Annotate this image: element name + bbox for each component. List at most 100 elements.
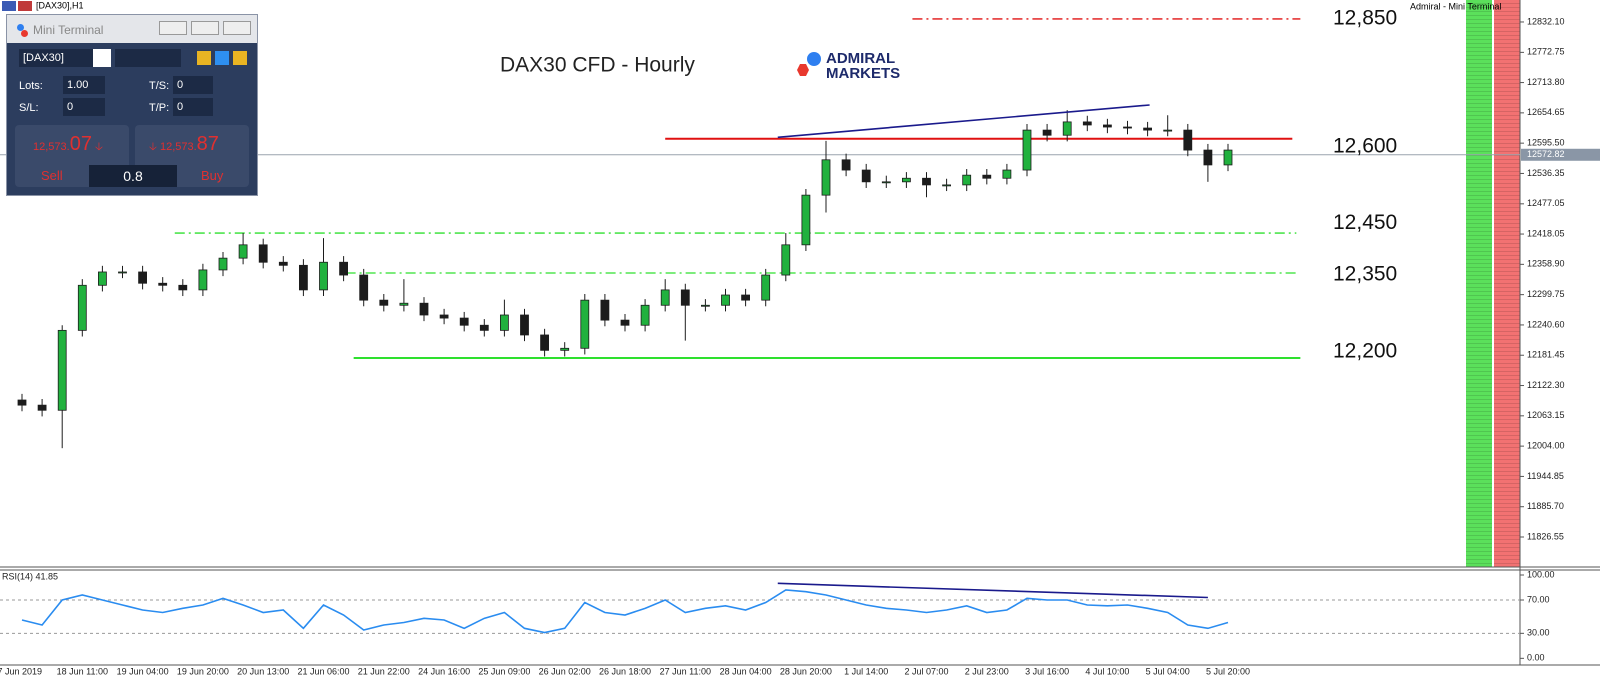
candle-body [158,282,168,286]
candle-body [1183,129,1193,151]
candle-body [379,299,389,306]
x-tick-label: 19 Jun 20:00 [177,666,229,676]
candle-body [278,261,288,266]
candle-body [1143,127,1152,131]
candle-body [439,314,449,319]
candle-body [942,184,951,187]
y-tick-label: 0.00 [1527,653,1545,663]
y-tick-label: 12477.05 [1527,198,1565,208]
x-tick-label: 5 Jul 20:00 [1206,666,1250,676]
tp-input[interactable]: 0 [173,98,213,116]
dropdown-button[interactable] [93,49,111,67]
candle-body [620,319,630,326]
candle-body [680,289,690,306]
y-tick-label: 11885.70 [1527,501,1564,511]
close-button[interactable] [223,21,251,35]
candle-body [1203,149,1213,166]
candle-body [298,264,308,291]
candle-body [781,244,791,276]
logo-dot [17,24,24,31]
level-annotation: 12,350 [1333,262,1397,285]
logo-text: ADMIRAL [826,50,895,67]
candle-body [1042,129,1052,136]
x-tick-label: 21 Jun 22:00 [358,666,410,676]
candle-body [600,299,610,321]
buy-pips: 87 [196,133,219,155]
candle-body [660,289,670,306]
x-tick-label: 2 Jul 07:00 [904,666,948,676]
candle-body [258,244,268,263]
window-icon [18,1,32,11]
bar-texture [1466,0,1492,567]
candle-body [962,174,972,186]
settings-button[interactable] [215,51,229,65]
y-tick-label: 30.00 [1527,628,1550,638]
candle-body [801,194,811,246]
candle-body [1103,124,1112,128]
candle-body [922,177,931,186]
level-annotation: 12,450 [1333,211,1397,234]
bar-texture [1494,0,1520,567]
y-tick-label: 12299.75 [1527,289,1565,299]
candle-body [238,244,248,259]
y-tick-label: 70.00 [1527,594,1550,604]
candle-body [218,257,228,271]
candle-body [138,271,148,284]
restore-button[interactable] [191,21,219,35]
rsi-line [21,589,1229,634]
candle-body [902,177,911,183]
x-tick-label: 19 Jun 04:00 [117,666,169,676]
y-tick-label: 12832.10 [1527,16,1565,26]
trendline [777,582,1208,599]
y-tick-label: 12240.60 [1527,319,1565,329]
field-label: S/L: [19,102,39,114]
sl-input[interactable]: 0 [63,98,105,116]
spread: 0.8 [89,165,177,187]
field-label: T/P: [149,102,170,114]
symbol-info [115,49,181,67]
level-annotation: 12,200 [1333,339,1397,362]
candle-body [359,274,369,301]
candle-body [499,314,509,331]
tool-button[interactable] [233,51,247,65]
logo-text: MARKETS [826,65,900,82]
field-label: T/S: [149,80,170,92]
tool-button[interactable] [197,51,211,65]
lots-input[interactable]: 1.00 [63,76,105,94]
candle-body [520,314,529,336]
y-tick-label: 12654.65 [1527,107,1565,117]
candle-body [580,299,590,349]
symbol-select[interactable]: [DAX30] [19,49,105,67]
y-tick-label: 12063.15 [1527,410,1565,420]
window-title: [DAX30],H1 [36,0,84,10]
y-tick-label: 12181.45 [1527,350,1565,360]
mini-terminal: Mini Terminal [DAX30] Lots: 1.00 T/S: 0 … [6,14,258,196]
indicator-label: Admiral - Mini Terminal [1410,1,1501,11]
x-tick-label: 18 Jun 11:00 [57,666,108,676]
candle-body [399,302,409,306]
candle-body [339,261,349,276]
x-tick-label: 24 Jun 16:00 [418,666,470,676]
candle-body [560,347,570,351]
candle-body [1082,121,1092,126]
candle-body [1123,126,1132,129]
x-tick-label: 5 Jul 04:00 [1146,666,1190,676]
ts-input[interactable]: 0 [173,76,213,94]
candle-body [640,304,650,326]
x-tick-label: 3 Jul 16:00 [1025,666,1069,676]
chart-title: DAX30 CFD - Hourly [500,54,695,77]
candle-body [419,302,429,316]
candle-body [1022,129,1032,171]
field-label: Lots: [19,80,43,92]
candle-body [721,294,730,306]
minimize-button[interactable] [159,21,187,35]
y-tick-label: 12536.35 [1527,168,1565,178]
candle-body [841,159,851,171]
current-price-label: 12572.82 [1527,149,1565,159]
candle-body [1002,169,1012,179]
candle-body [861,169,871,183]
x-tick-label: 28 Jun 20:00 [780,666,832,676]
candle-body [118,271,127,274]
